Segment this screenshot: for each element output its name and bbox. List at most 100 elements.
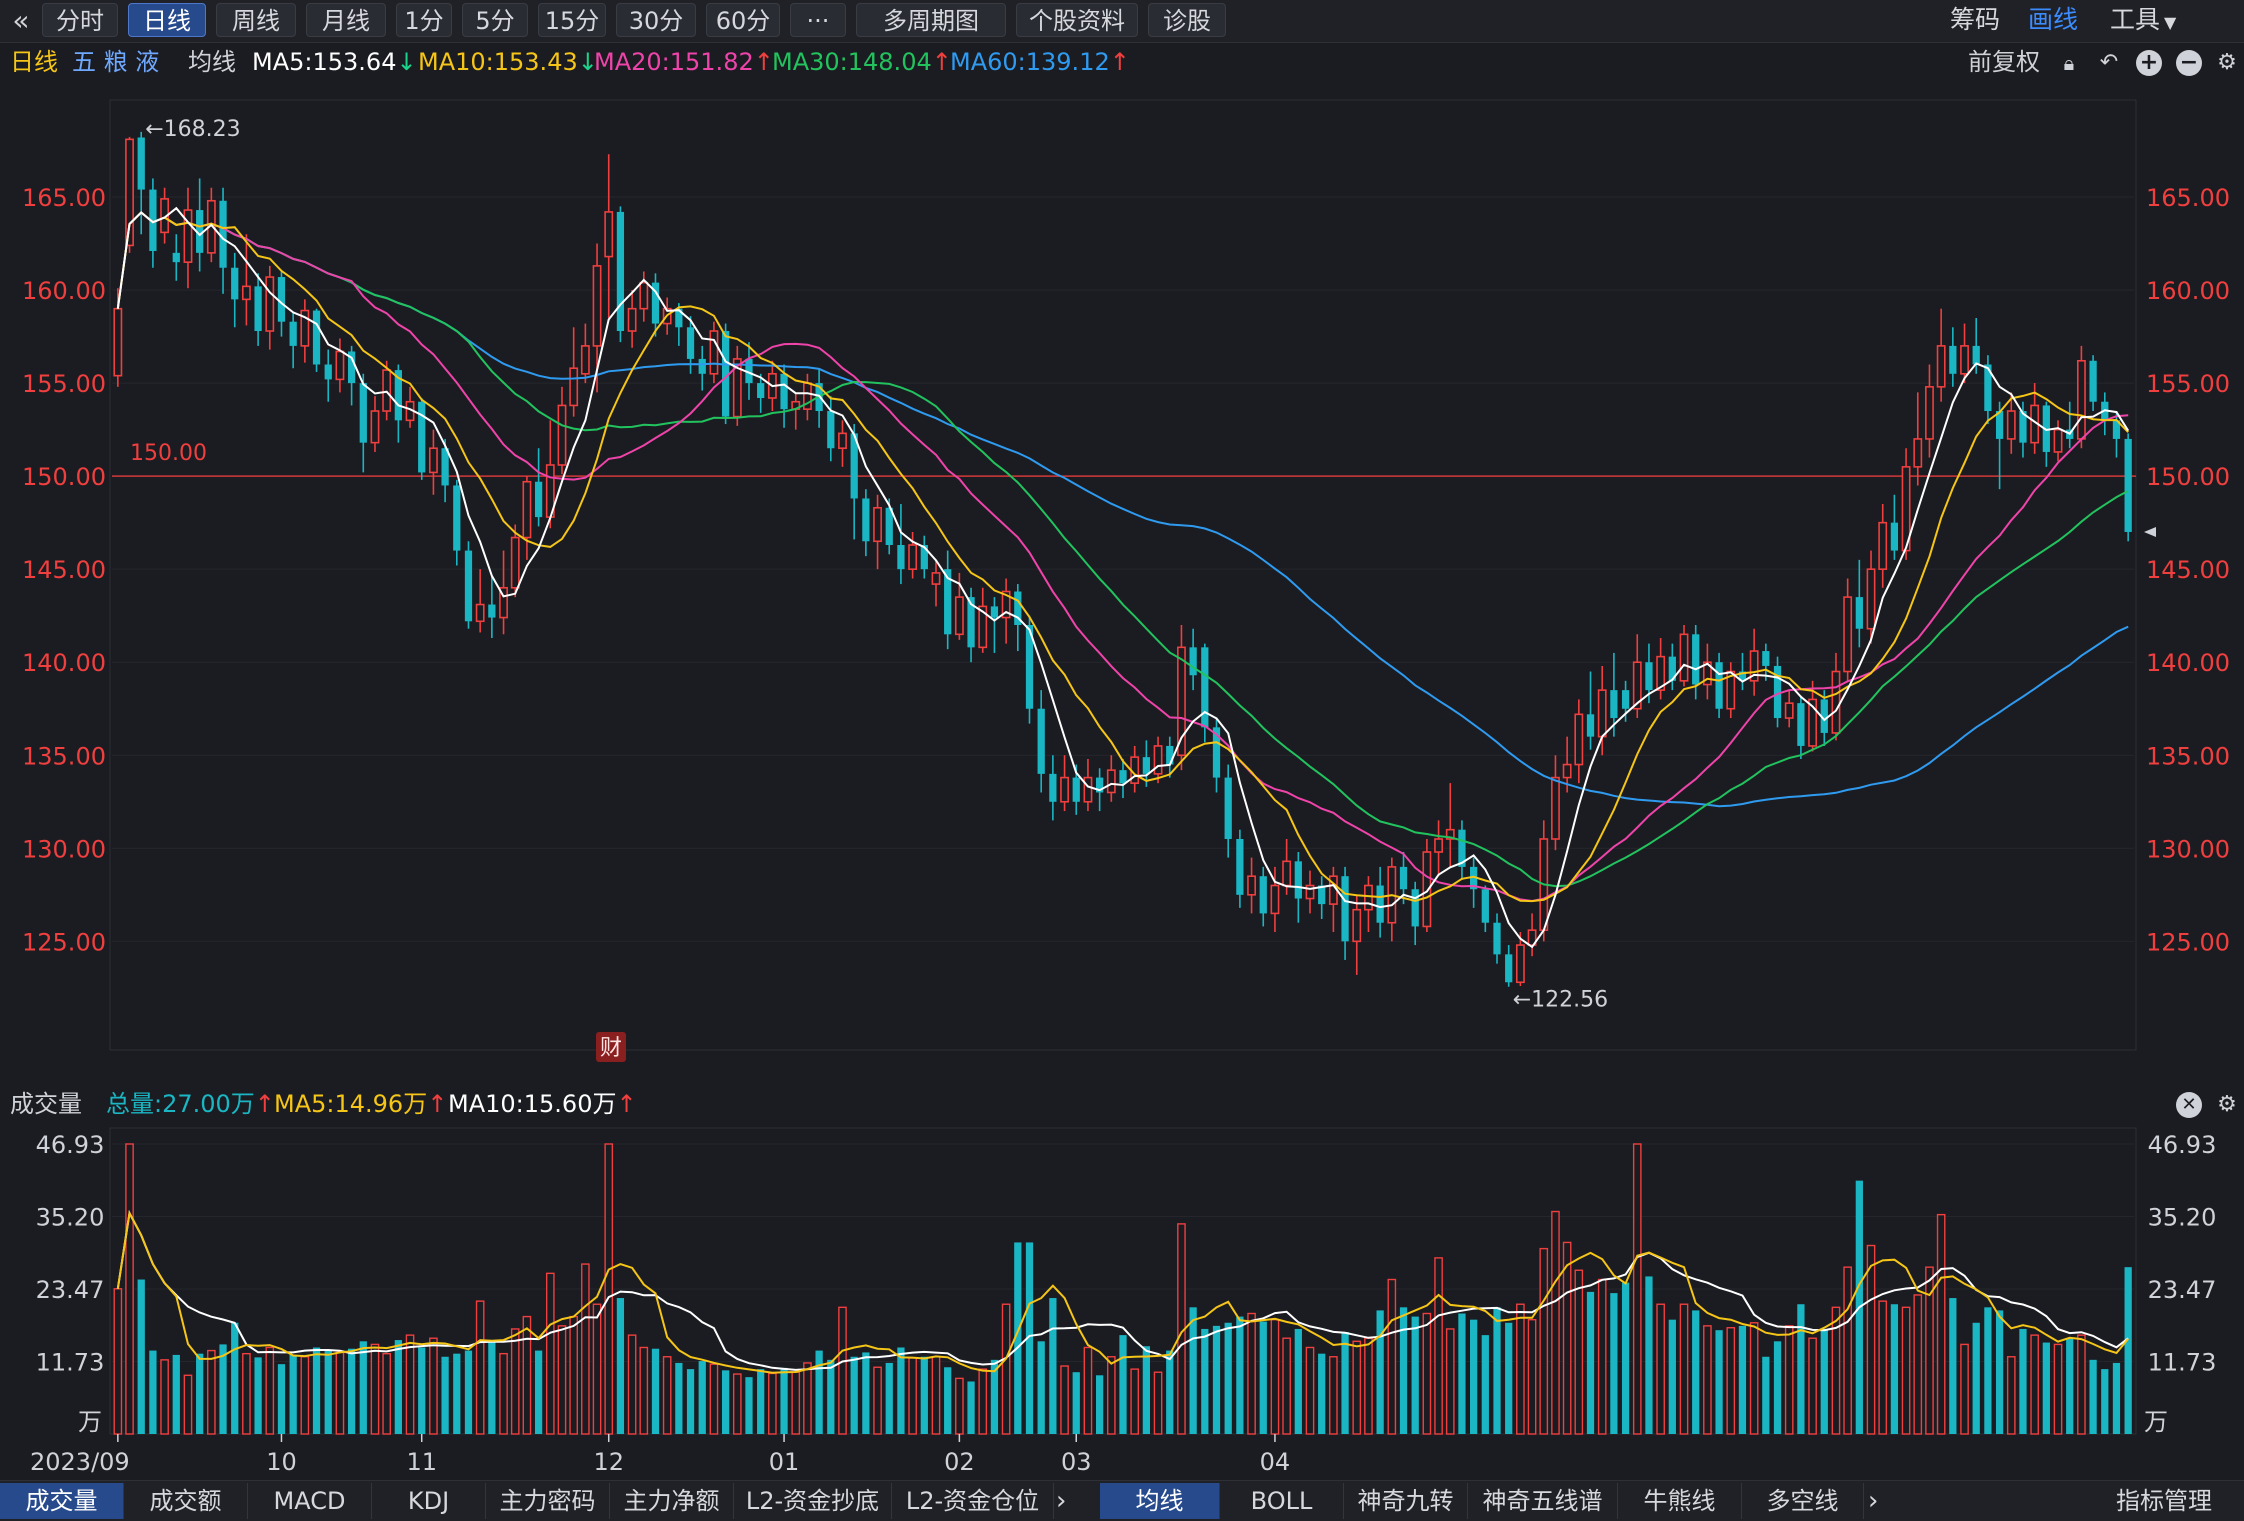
volume-legend: 成交量 总量:27.00万↑ MA5:14.96万↑ MA10:15.60万↑ xyxy=(0,1088,2244,1120)
zoom-out-icon[interactable]: − xyxy=(2176,50,2202,76)
indicator-tab-7[interactable]: L2-资金仓位 xyxy=(892,1483,1054,1519)
volume-chart[interactable]: 11.73 11.73 23.47 23.47 35.20 35.20 46.93 46.93… xyxy=(0,1124,2244,1480)
ma5-line xyxy=(116,206,2130,949)
indicator-tab-3[interactable]: KDJ xyxy=(372,1483,486,1519)
chevron-right-icon[interactable]: › xyxy=(1056,1486,1067,1516)
overlay-tab-3[interactable]: 神奇五线谱 xyxy=(1468,1483,1618,1519)
candle-body xyxy=(1797,703,1805,746)
period-button-12[interactable]: 诊股 xyxy=(1148,3,1226,37)
ma5-value: MA5:153.64↓ xyxy=(252,44,417,80)
period-button-3[interactable]: 月线 xyxy=(306,3,386,37)
volume-bar xyxy=(1878,1300,1888,1435)
period-button-7[interactable]: 30分 xyxy=(616,3,696,37)
up-arrow-icon: ↑ xyxy=(254,1090,275,1118)
period-button-9[interactable]: ··· xyxy=(790,3,846,37)
overlay-tab-5[interactable]: 多空线 xyxy=(1742,1483,1864,1519)
volume-bar xyxy=(2112,1362,2121,1434)
y-tick-label-left: 135.00 xyxy=(22,742,106,770)
volume-bar xyxy=(838,1306,847,1435)
undo-icon[interactable]: ↶ xyxy=(2099,50,2119,75)
gear-icon[interactable]: ⚙ xyxy=(2217,50,2237,75)
reference-line-label: 150.00 xyxy=(130,441,207,466)
volume-bar xyxy=(1890,1304,1899,1434)
candle-body xyxy=(1434,838,1443,853)
period-button-2[interactable]: 周线 xyxy=(216,3,296,37)
period-button-10[interactable]: 多周期图 xyxy=(856,3,1006,37)
candle-body xyxy=(1738,671,1747,681)
indicator-tab-0[interactable]: 成交量 xyxy=(0,1483,124,1519)
volume-bar xyxy=(1597,1278,1607,1435)
volume-tick-label-left: 35.20 xyxy=(36,1203,105,1231)
volume-bar xyxy=(604,1143,614,1435)
lock-icon[interactable]: 🔒︎ xyxy=(2063,51,2075,75)
chevron-right-icon[interactable]: › xyxy=(1868,1486,1879,1516)
tools-button[interactable]: 工具 ▼ xyxy=(2110,3,2176,37)
up-arrow-icon: ↑ xyxy=(753,48,774,76)
volume-bar xyxy=(955,1377,964,1435)
indicator-tab-6[interactable]: L2-资金抄底 xyxy=(734,1483,892,1519)
period-button-5[interactable]: 5分 xyxy=(462,3,528,37)
overlay-tab-0[interactable]: 均线 xyxy=(1100,1483,1220,1519)
stock-name[interactable]: 五 粮 液 xyxy=(72,48,160,76)
volume-bar xyxy=(382,1352,391,1435)
candle-body xyxy=(954,596,964,636)
volume-bar xyxy=(1715,1330,1723,1434)
draw-button[interactable]: 画线 xyxy=(2028,5,2079,34)
period-button-8[interactable]: 60分 xyxy=(706,3,780,37)
ma-menu-label[interactable]: 均线 xyxy=(188,48,236,76)
period-button-4[interactable]: 1分 xyxy=(396,3,452,37)
overlay-tab-1[interactable]: BOLL xyxy=(1220,1483,1344,1519)
gear-icon[interactable]: ⚙ xyxy=(2217,1092,2237,1117)
y-tick-label-right: 160.00 xyxy=(2146,277,2230,305)
candle-body xyxy=(990,606,999,618)
ma20-value: MA20:151.82↑ xyxy=(594,44,774,80)
volume-bar xyxy=(522,1315,532,1435)
indicator-tab-5[interactable]: 主力净额 xyxy=(610,1483,734,1519)
double-chevron-left-icon[interactable]: « xyxy=(12,4,30,37)
indicator-manage-button[interactable]: 指标管理 xyxy=(2116,1487,2212,1515)
volume-bar xyxy=(1247,1312,1256,1435)
candle-body xyxy=(1201,647,1209,728)
volume-bar xyxy=(242,1352,251,1435)
candle-body xyxy=(1843,596,1853,673)
chips-button[interactable]: 筹码 xyxy=(1950,5,2001,34)
candle-body xyxy=(1960,345,1969,375)
indicator-tab-4[interactable]: 主力密码 xyxy=(486,1483,610,1519)
candle-body xyxy=(113,307,123,377)
candle-body xyxy=(1060,776,1069,803)
volume-bar xyxy=(1562,1241,1572,1435)
candle-body xyxy=(1153,745,1163,775)
close-icon[interactable]: ✕ xyxy=(2176,1092,2202,1118)
volume-bar xyxy=(791,1371,801,1435)
candle-body xyxy=(1692,634,1700,685)
period-button-11[interactable]: 个股资料 xyxy=(1016,3,1138,37)
volume-title[interactable]: 成交量 xyxy=(10,1090,82,1118)
x-tick-label: 04 xyxy=(1260,1448,1291,1476)
period-button-6[interactable]: 15分 xyxy=(538,3,606,37)
overlay-tab-4[interactable]: 牛熊线 xyxy=(1618,1483,1742,1519)
finance-badge[interactable] xyxy=(596,1032,626,1062)
candle-body xyxy=(1749,650,1759,682)
down-arrow-icon: ↓ xyxy=(396,48,417,76)
volume-bar xyxy=(1901,1306,1911,1435)
zoom-in-icon[interactable]: + xyxy=(2136,50,2162,76)
period-button-0[interactable]: 分时 xyxy=(42,3,118,37)
price-chart[interactable]: 125.00 125.00 130.00 130.00 135.00 135.00 140.… xyxy=(0,84,2244,1084)
candle-body xyxy=(1551,776,1560,840)
volume-bar xyxy=(418,1347,426,1434)
candle-body xyxy=(1866,568,1876,630)
adjust-button[interactable]: 前复权 xyxy=(1968,48,2040,76)
volume-bar xyxy=(488,1341,496,1434)
y-tick-label-left: 130.00 xyxy=(22,835,106,863)
overlay-tab-2[interactable]: 神奇九转 xyxy=(1344,1483,1468,1519)
candle-body xyxy=(592,265,602,347)
candle-body xyxy=(1562,763,1572,779)
indicator-tab-2[interactable]: MACD xyxy=(248,1483,372,1519)
candle-body xyxy=(1096,777,1104,793)
indicator-tab-1[interactable]: 成交额 xyxy=(124,1483,248,1519)
volume-ma5: MA5:14.96万↑ xyxy=(274,1088,447,1120)
candle-body xyxy=(1586,714,1595,737)
volume-bar xyxy=(757,1369,765,1434)
volume-bar xyxy=(1014,1242,1022,1434)
period-button-1[interactable]: 日线 xyxy=(128,3,206,37)
